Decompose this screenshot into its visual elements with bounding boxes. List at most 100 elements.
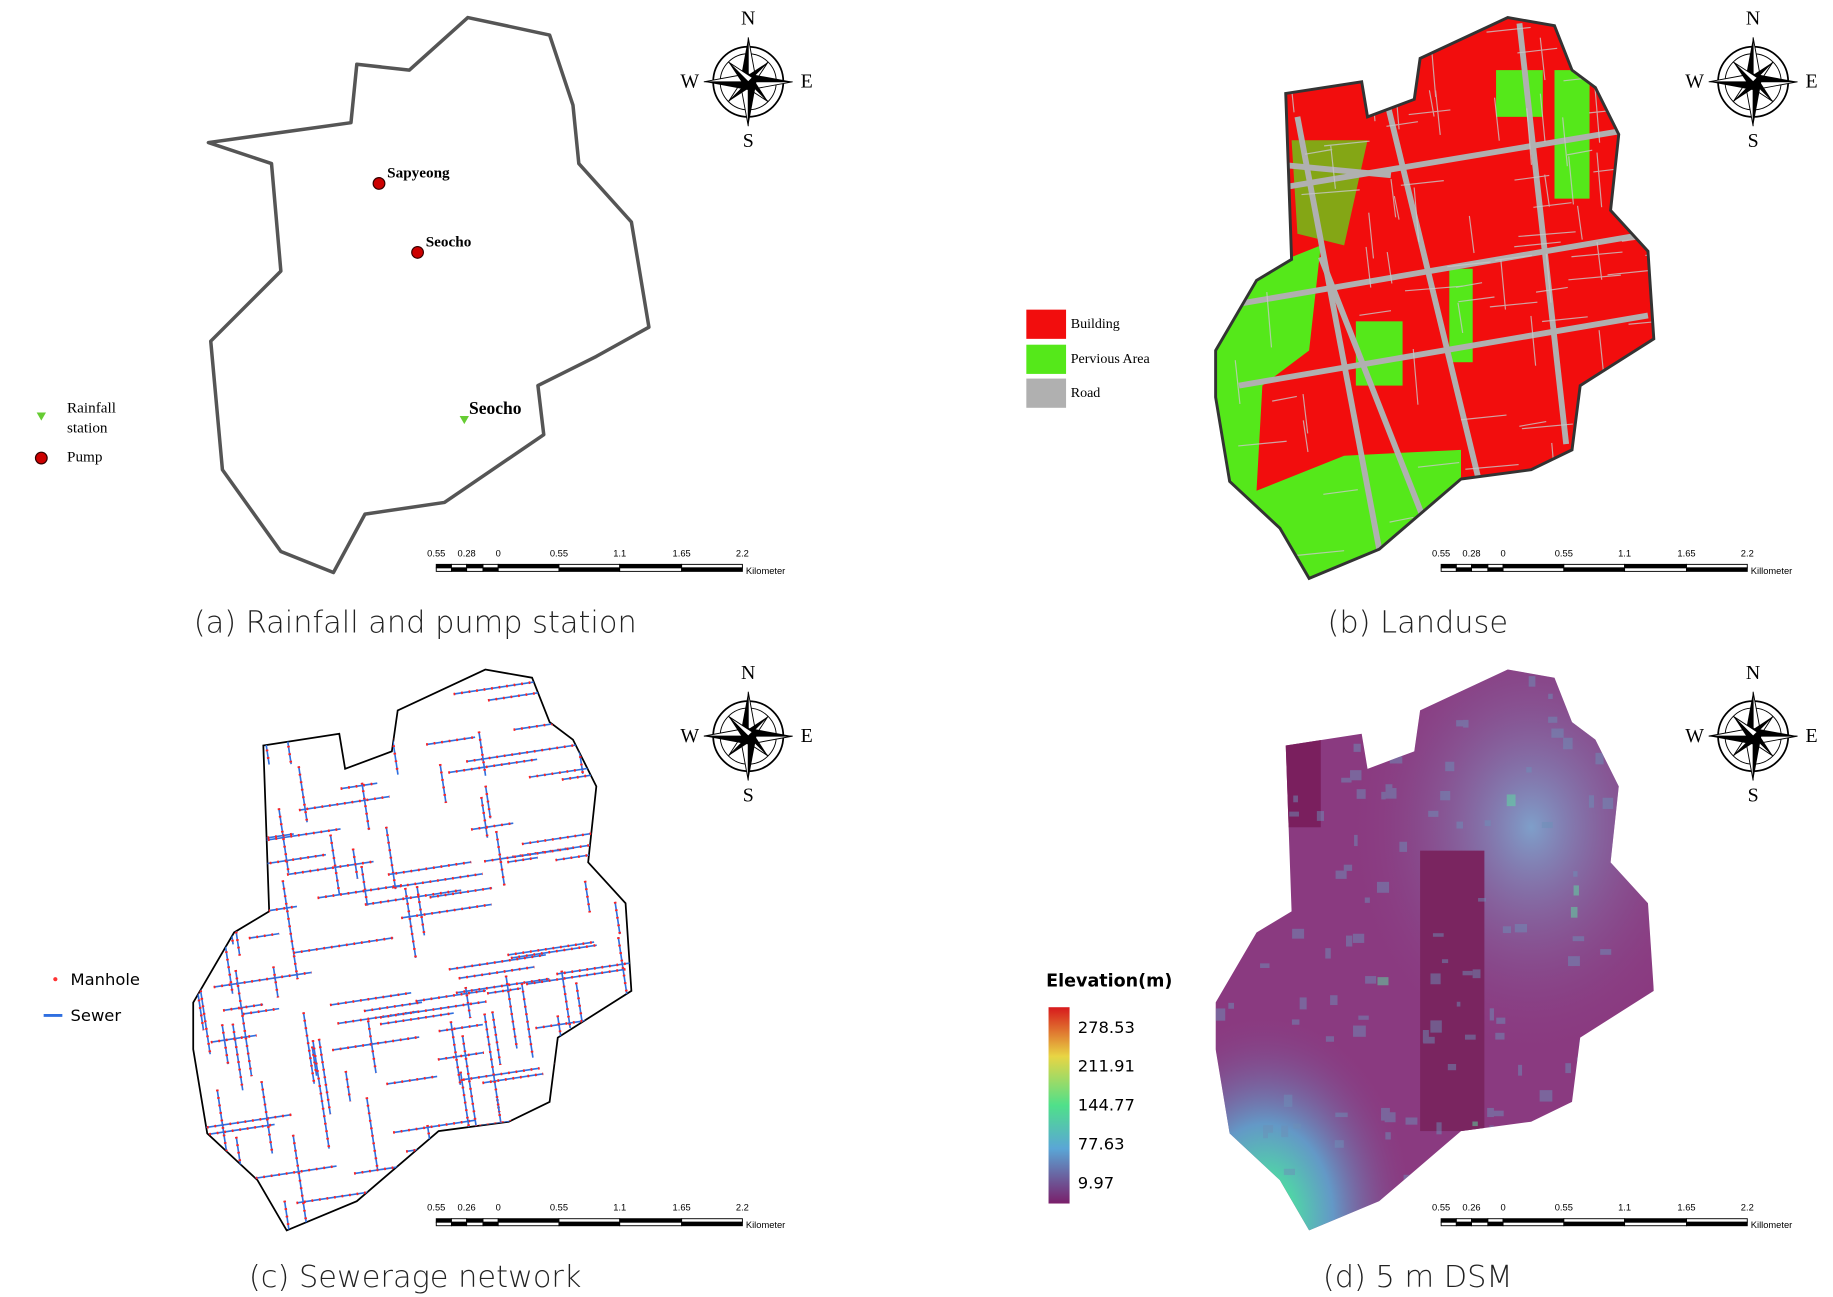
minor-road [1234,360,1241,404]
minor-road [1233,150,1240,175]
compass: N S W E [1685,7,1817,152]
caption: (b) Landuse [1328,605,1508,640]
compass-label: W [680,71,699,93]
scale-segment [1440,563,1457,569]
sewer [566,1121,580,1198]
compass: N S W E [1685,662,1817,807]
sewer [230,721,316,736]
minor-road [1276,200,1283,233]
scale-tick-label: 1.1 [613,548,626,558]
scale-segment [1471,1221,1489,1227]
minor-road [1460,414,1507,421]
scale-segment [558,1218,621,1223]
building-block [1399,841,1408,852]
legend-label: Sewer [71,1006,122,1025]
sewer [480,796,489,838]
minor-road [1514,241,1561,248]
compass-label: N [1746,662,1760,684]
sewer-manholes [553,672,632,688]
minor-road [1302,420,1309,453]
minor-road [1389,516,1414,523]
minor-road [1533,202,1572,208]
building-block [1456,720,1468,727]
sewer-manholes [494,830,506,886]
sewer-manholes [243,796,259,881]
sewer [556,956,632,975]
scale-segment [450,567,468,572]
sewer [438,1023,483,1032]
building-block [1364,897,1370,903]
caption: (d) 5 m DSM [1323,1260,1513,1295]
sewer-manholes [293,936,394,955]
minor-road [1568,156,1574,205]
building-block [1487,1107,1494,1118]
sewer [611,829,632,836]
minor-road [1368,212,1375,259]
compass-label: W [1685,71,1704,93]
scale-segment [1624,1218,1687,1223]
scale-tick-label: 1.65 [1677,548,1695,558]
sewer [604,715,612,748]
building-block [1217,1205,1229,1217]
boundary [206,15,651,575]
building-block [1518,1064,1523,1076]
sewer-manholes [603,696,621,797]
compass-point [1732,715,1758,737]
minor-road [1359,310,1392,316]
building-block [1423,1036,1435,1044]
sewer-manholes [607,1159,632,1173]
minor-road [1542,316,1588,323]
scale-segment [1440,567,1457,572]
scale-bar: 0.55 0.28 0 0.55 1.1 1.65 2.2 Kilometer [427,548,785,576]
building-block [1422,1030,1429,1043]
sewer [332,1036,420,1051]
building-block [1441,959,1449,964]
map-label: Seocho [469,398,522,418]
building-block [1281,1125,1289,1138]
minor-road [1526,108,1533,165]
sewer-manholes [425,735,476,746]
sewer [510,944,597,959]
minor-road [1413,187,1420,242]
compass-label: S [743,784,754,806]
scale-tick-label: 0.28 [1462,548,1480,558]
sewer-manholes [250,739,258,773]
scale-tick-label: 0.55 [1432,1203,1450,1213]
sewer-manholes [248,932,280,940]
sewer [309,687,374,699]
caption: (a) Rainfall and pump station [194,605,637,640]
scale-segment [1624,1221,1687,1227]
sewer [196,793,208,860]
sewer-manholes [281,880,299,980]
building-block [1385,788,1397,799]
minor-road [1386,121,1419,127]
scale-tick-label: 1.1 [1618,548,1631,558]
sewer-manholes [311,1039,331,1149]
sewer [302,1012,316,1084]
sewer-manholes [210,1034,257,1044]
sewer-manholes [200,799,220,910]
sewer-manholes [229,832,294,845]
sewer-manholes [455,977,550,995]
building-block [1352,933,1365,943]
sewer-manholes [514,1177,596,1192]
sewer [598,1054,609,1116]
minor-road [1539,37,1546,81]
building-block [1496,1017,1506,1024]
scale-unit: Kilometer [746,1220,785,1230]
building-block [1232,911,1242,916]
sewer-manholes [429,886,493,899]
building-block [1630,790,1642,803]
legend-value: 9.97 [1078,1173,1114,1192]
sewer-manholes [604,715,612,748]
scale-segment [1624,567,1687,572]
building-block [1492,1110,1504,1117]
building-block [1354,834,1358,847]
legend-symbol [34,451,48,465]
minor-road [1302,393,1309,434]
minor-road [1390,179,1397,218]
building-block [1440,790,1451,801]
building-block [1334,1140,1344,1148]
scale-tick-label: 0 [496,548,501,558]
building-block [1484,820,1491,827]
